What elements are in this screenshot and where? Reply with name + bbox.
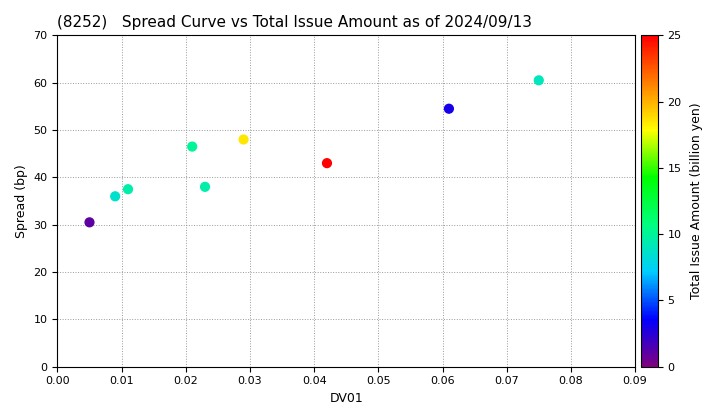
Y-axis label: Total Issue Amount (billion yen): Total Issue Amount (billion yen) — [690, 103, 703, 299]
Point — [186, 143, 198, 150]
Point — [122, 186, 134, 192]
Point — [199, 184, 211, 190]
Point — [443, 105, 454, 112]
X-axis label: DV01: DV01 — [329, 392, 363, 405]
Y-axis label: Spread (bp): Spread (bp) — [15, 164, 28, 238]
Point — [533, 77, 544, 84]
Point — [109, 193, 121, 199]
Point — [238, 136, 249, 143]
Point — [321, 160, 333, 166]
Text: (8252)   Spread Curve vs Total Issue Amount as of 2024/09/13: (8252) Spread Curve vs Total Issue Amoun… — [58, 15, 532, 30]
Point — [84, 219, 95, 226]
